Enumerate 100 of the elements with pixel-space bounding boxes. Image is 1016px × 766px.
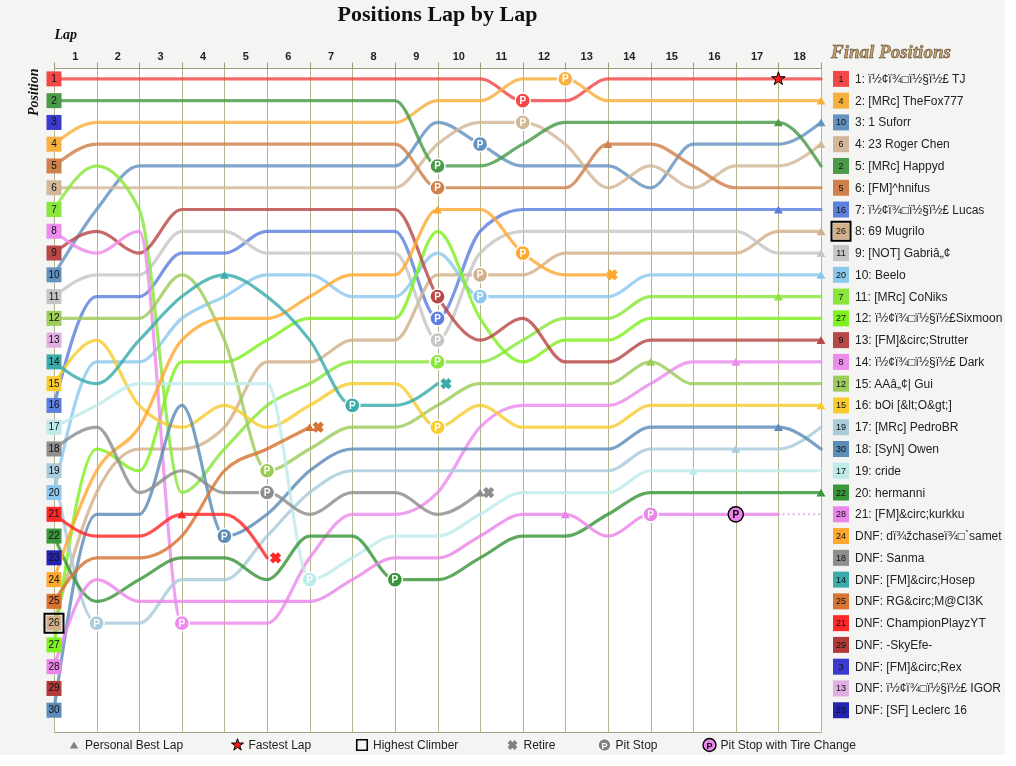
data-label: P bbox=[93, 617, 101, 629]
legend-label: 2: [MRc] TheFox777 bbox=[855, 93, 964, 108]
x-tick-label: 11 bbox=[495, 50, 508, 62]
x-axis-title: Lap bbox=[53, 27, 78, 42]
y-tick-label: 10 bbox=[48, 268, 60, 280]
text: 30 bbox=[835, 443, 847, 454]
text: 21 bbox=[835, 618, 847, 629]
legend-label: DNF: -SkyEfe- bbox=[855, 637, 933, 652]
legend-title: Final Positions bbox=[830, 41, 951, 62]
text: 6 bbox=[838, 139, 844, 150]
data-label: P bbox=[178, 617, 186, 629]
text: 16 bbox=[835, 204, 847, 215]
text: 8 bbox=[838, 356, 844, 367]
data-label: P bbox=[221, 530, 229, 542]
text: 20 bbox=[835, 269, 847, 280]
legend-label: Retire bbox=[523, 738, 556, 752]
data-label: P bbox=[519, 95, 527, 107]
legend-label: 13: [FM]&circ;Strutter bbox=[855, 333, 969, 348]
text: 2 bbox=[838, 160, 844, 171]
legend-label: 3: 1 Suforr bbox=[855, 115, 912, 130]
legend-label: Personal Best Lap bbox=[85, 738, 184, 752]
y-tick-label: 30 bbox=[48, 704, 60, 716]
data-label: P bbox=[476, 269, 484, 281]
y-tick-label: 12 bbox=[48, 312, 60, 324]
legend-label: 17: [MRc] PedroBR bbox=[855, 420, 959, 435]
legend-label: Pit Stop bbox=[615, 738, 658, 752]
legend-label: 11: [MRc] CoNiks bbox=[855, 289, 948, 304]
text: 28 bbox=[835, 509, 847, 520]
data-label: P bbox=[476, 138, 484, 150]
text: 19 bbox=[835, 422, 847, 433]
data-label: P bbox=[732, 508, 740, 520]
legend-label: 21: [FM]&circ;kurkku bbox=[855, 507, 965, 522]
legend-label: Pit Stop with Tire Change bbox=[720, 738, 857, 752]
y-tick-label: 14 bbox=[48, 355, 60, 367]
x-tick-label: 9 bbox=[413, 50, 420, 62]
legend-label: DNF: [FM]&circ;Hosep bbox=[855, 572, 976, 587]
y-tick-label: 29 bbox=[48, 682, 60, 694]
data-label: P bbox=[476, 291, 484, 303]
data-label: P bbox=[434, 421, 442, 433]
text: 14 bbox=[835, 574, 847, 585]
text: 12 bbox=[835, 378, 847, 389]
y-tick-label: 9 bbox=[51, 247, 58, 259]
x-tick-label: 10 bbox=[452, 50, 465, 62]
legend-label: 1: ï½¢ï¾□ï½§ï½£ TJ bbox=[855, 71, 966, 86]
legend-label: 12: ï½¢ï¾□ï½§ï½£Sixmoon bbox=[855, 311, 1003, 326]
data-label: P bbox=[263, 465, 271, 477]
data-label: P bbox=[434, 356, 442, 368]
data-label: P bbox=[434, 291, 442, 303]
data-label: P bbox=[434, 160, 442, 172]
text: 15 bbox=[835, 400, 847, 411]
y-axis-title: Position bbox=[25, 68, 41, 116]
x-tick-label: 13 bbox=[580, 50, 593, 62]
data-label: P bbox=[434, 334, 442, 346]
x-tick-label: 1 bbox=[72, 50, 79, 62]
y-tick-label: 25 bbox=[48, 595, 60, 607]
legend-label: 5: [MRc] Happyd bbox=[855, 158, 945, 173]
y-tick-label: 20 bbox=[48, 486, 60, 498]
text: 13 bbox=[835, 683, 847, 694]
text: 11 bbox=[836, 248, 846, 259]
legend-label: DNF: dï¾žchaseï¾□`samet bbox=[855, 529, 1003, 544]
legend-label: DNF: Sanma bbox=[855, 550, 925, 565]
text: 18 bbox=[835, 552, 847, 563]
legend-label: DNF: RG&circ;M@CI3K bbox=[855, 594, 984, 609]
legend-label: 20: hermanni bbox=[855, 485, 926, 500]
y-tick-label: 2 bbox=[51, 94, 58, 106]
y-tick-label: 13 bbox=[48, 334, 60, 346]
y-tick-label: 1 bbox=[51, 72, 58, 84]
x-tick-label: 2 bbox=[114, 50, 121, 62]
y-tick-label: 23 bbox=[48, 551, 60, 563]
text: 23 bbox=[835, 705, 847, 716]
text: 22 bbox=[835, 487, 847, 498]
legend-label: 18: [SyN] Owen bbox=[855, 441, 940, 456]
y-tick-label: 11 bbox=[48, 290, 60, 302]
legend-label: DNF: ChampionPlayzYT bbox=[855, 616, 987, 631]
text: P bbox=[706, 740, 713, 751]
data-label: P bbox=[519, 247, 527, 259]
y-tick-label: 26 bbox=[48, 617, 60, 629]
x-tick-label: 3 bbox=[157, 50, 164, 62]
text: 26 bbox=[835, 226, 847, 237]
y-tick-label: 15 bbox=[48, 377, 60, 389]
legend-label: 9: [NOT] Gabriâ„¢ bbox=[855, 246, 951, 261]
x-tick-label: 14 bbox=[623, 50, 637, 62]
y-tick-label: 7 bbox=[51, 203, 58, 215]
text: 1 bbox=[838, 73, 844, 84]
x-tick-label: 8 bbox=[370, 50, 377, 62]
text: 4 bbox=[838, 95, 844, 106]
y-tick-label: 24 bbox=[48, 573, 60, 585]
legend-label: DNF: ï½¢ï¾□ï½§ï½£ IGOR bbox=[855, 681, 1002, 696]
data-label: P bbox=[434, 182, 442, 194]
data-label: P bbox=[647, 508, 655, 520]
text: 9 bbox=[838, 335, 844, 346]
legend-label: 8: 69 Mugrilo bbox=[855, 224, 925, 239]
legend-label: 16: bOi [&lt;O&gt;] bbox=[855, 398, 952, 413]
legend-label: DNF: [SF] Leclerc 16 bbox=[855, 703, 968, 718]
x-tick-label: 16 bbox=[708, 50, 721, 62]
legend-label: DNF: [FM]&circ;Rex bbox=[855, 659, 962, 674]
x-tick-label: 6 bbox=[285, 50, 292, 62]
text: 7 bbox=[838, 291, 844, 302]
y-tick-label: 17 bbox=[48, 421, 60, 433]
legend-label: 19: cride bbox=[855, 463, 902, 478]
